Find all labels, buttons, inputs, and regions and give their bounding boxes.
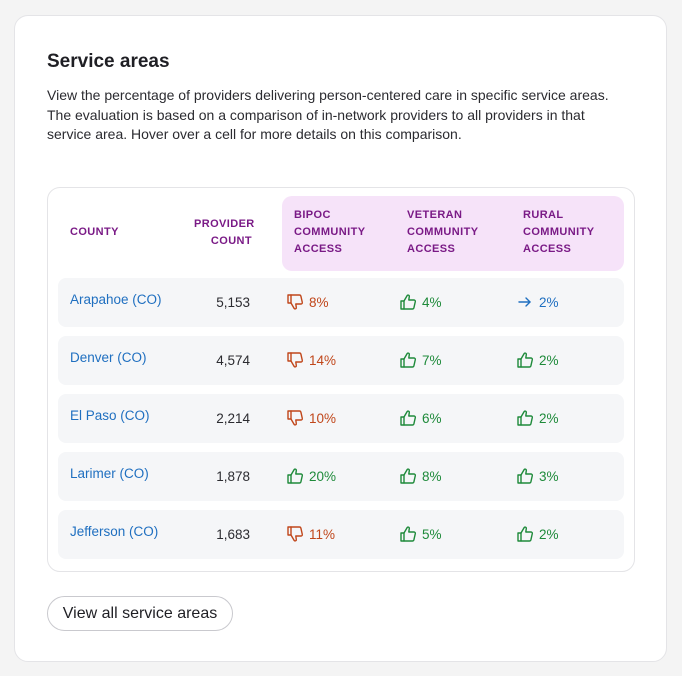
card-title: Service areas (47, 51, 170, 72)
header-county: COUNTY (70, 226, 119, 238)
thumbs-down-icon (286, 525, 304, 543)
rural-access-value: 2% (539, 294, 559, 310)
veteran-access-value: 5% (422, 526, 442, 542)
bipoc-access-value: 14% (309, 352, 337, 368)
bipoc-access-value: 10% (309, 410, 337, 426)
provider-count: 1,683 (216, 527, 250, 542)
county-link[interactable]: Larimer (CO) (70, 466, 149, 481)
thumbs-up-icon (516, 351, 534, 369)
county-link[interactable]: El Paso (CO) (70, 408, 150, 423)
rural-access-cell[interactable]: 3% (516, 467, 559, 485)
thumbs-up-icon (399, 351, 417, 369)
table-row: Jefferson (CO) 1,683 11% 5% 2% (58, 510, 624, 559)
table-row: Larimer (CO) 1,878 20% 8% 3% (58, 452, 624, 501)
thumbs-up-icon (516, 409, 534, 427)
provider-count: 2,214 (216, 411, 250, 426)
county-link[interactable]: Denver (CO) (70, 350, 147, 365)
thumbs-up-icon (399, 467, 417, 485)
thumbs-down-icon (286, 351, 304, 369)
rural-access-cell[interactable]: 2% (516, 293, 559, 311)
thumbs-up-icon (399, 525, 417, 543)
veteran-access-value: 7% (422, 352, 442, 368)
veteran-access-cell[interactable]: 7% (399, 351, 442, 369)
veteran-access-cell[interactable]: 8% (399, 467, 442, 485)
veteran-access-value: 8% (422, 468, 442, 484)
veteran-access-cell[interactable]: 6% (399, 409, 442, 427)
bipoc-access-cell[interactable]: 14% (286, 351, 336, 369)
veteran-access-value: 4% (422, 294, 442, 310)
table-row: El Paso (CO) 2,214 10% 6% 2% (58, 394, 624, 443)
thumbs-up-icon (516, 467, 534, 485)
card-description: View the percentage of providers deliver… (47, 87, 609, 142)
arrow-right-icon (516, 293, 534, 311)
veteran-access-cell[interactable]: 5% (399, 525, 442, 543)
thumbs-down-icon (286, 293, 304, 311)
rural-access-value: 2% (539, 352, 559, 368)
provider-count: 4,574 (216, 353, 250, 368)
bipoc-access-value: 8% (309, 294, 329, 310)
rural-access-cell[interactable]: 2% (516, 351, 559, 369)
county-link[interactable]: Jefferson (CO) (70, 524, 159, 539)
rural-access-value: 2% (539, 410, 559, 426)
header-veteran-community-access: VETERAN COMMUNITY ACCESS (407, 209, 479, 255)
rural-access-value: 3% (539, 468, 559, 484)
county-link[interactable]: Arapahoe (CO) (70, 292, 162, 307)
service-areas-table: COUNTY PROVIDER COUNT BIPOC COMMUNITY AC… (47, 187, 635, 572)
bipoc-access-cell[interactable]: 20% (286, 467, 336, 485)
rural-access-cell[interactable]: 2% (516, 409, 559, 427)
thumbs-up-icon (399, 293, 417, 311)
highlighted-header-group (282, 196, 624, 271)
header-bipoc-community-access: BIPOC COMMUNITY ACCESS (294, 209, 366, 255)
table-row: Arapahoe (CO) 5,153 8% 4% 2% (58, 278, 624, 327)
thumbs-down-icon (286, 409, 304, 427)
header-provider-count: PROVIDER COUNT (194, 218, 255, 247)
veteran-access-cell[interactable]: 4% (399, 293, 442, 311)
bipoc-access-value: 20% (309, 468, 337, 484)
provider-count: 1,878 (216, 469, 250, 484)
bipoc-access-cell[interactable]: 8% (286, 293, 329, 311)
thumbs-up-icon (286, 467, 304, 485)
rural-access-cell[interactable]: 2% (516, 525, 559, 543)
bipoc-access-value: 11% (309, 526, 336, 542)
bipoc-access-cell[interactable]: 10% (286, 409, 336, 427)
rural-access-value: 2% (539, 526, 559, 542)
thumbs-up-icon (516, 525, 534, 543)
service-areas-card: Service areas View the percentage of pro… (14, 15, 667, 662)
provider-count: 5,153 (216, 295, 250, 310)
veteran-access-value: 6% (422, 410, 442, 426)
thumbs-up-icon (399, 409, 417, 427)
bipoc-access-cell[interactable]: 11% (286, 525, 335, 543)
table-row: Denver (CO) 4,574 14% 7% 2% (58, 336, 624, 385)
header-rural-community-access: RURAL COMMUNITY ACCESS (523, 209, 595, 255)
view-all-service-areas-button[interactable]: View all service areas (47, 596, 233, 631)
